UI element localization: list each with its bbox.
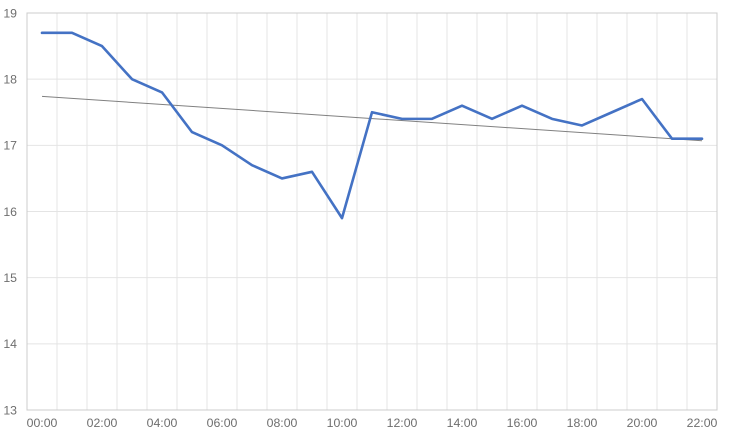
svg-text:00:00: 00:00	[27, 416, 58, 430]
svg-text:14:00: 14:00	[447, 416, 478, 430]
svg-text:13: 13	[3, 403, 17, 417]
svg-text:16:00: 16:00	[507, 416, 538, 430]
svg-text:17: 17	[3, 139, 17, 153]
svg-text:06:00: 06:00	[207, 416, 238, 430]
svg-text:04:00: 04:00	[147, 416, 178, 430]
svg-text:18:00: 18:00	[567, 416, 598, 430]
svg-text:12:00: 12:00	[387, 416, 418, 430]
svg-text:20:00: 20:00	[627, 416, 658, 430]
svg-text:16: 16	[3, 205, 17, 219]
svg-text:02:00: 02:00	[87, 416, 118, 430]
svg-text:19: 19	[3, 6, 17, 20]
svg-text:22:00: 22:00	[687, 416, 718, 430]
svg-text:18: 18	[3, 72, 17, 86]
svg-text:08:00: 08:00	[267, 416, 298, 430]
svg-text:10:00: 10:00	[327, 416, 358, 430]
svg-text:14: 14	[3, 337, 17, 351]
svg-text:15: 15	[3, 271, 17, 285]
